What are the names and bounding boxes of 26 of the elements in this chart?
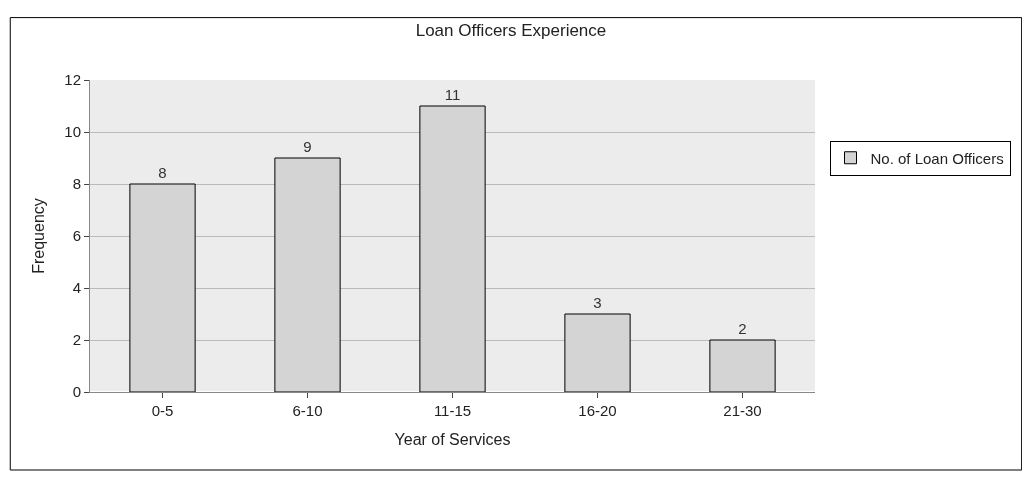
y-tick-label: 0 xyxy=(72,383,81,401)
bar xyxy=(564,313,631,392)
x-tick-label: 16-20 xyxy=(578,402,617,419)
y-tick-label: 2 xyxy=(72,331,81,349)
y-axis-title: Frequency xyxy=(30,198,48,274)
y-tick-label: 8 xyxy=(72,175,81,193)
chart-title: Loan Officers Experience xyxy=(415,21,607,40)
data-label: 8 xyxy=(158,164,167,181)
y-tick-label: 10 xyxy=(64,123,81,141)
bar xyxy=(274,157,341,392)
bar xyxy=(709,339,776,392)
bar xyxy=(419,105,486,392)
bar xyxy=(129,183,196,392)
data-label: 9 xyxy=(303,138,312,155)
y-tick-label: 4 xyxy=(72,279,81,297)
legend-label: No. of Loan Officers xyxy=(870,149,1004,167)
x-tick-label: 21-30 xyxy=(723,402,762,419)
x-axis-title: Year of Services xyxy=(394,430,511,448)
x-tick-label: 0-5 xyxy=(151,402,174,419)
data-label: 11 xyxy=(444,86,461,103)
y-tick-label: 6 xyxy=(72,227,81,245)
x-tick-label: 11-15 xyxy=(433,402,472,419)
y-tick-label: 12 xyxy=(64,71,81,89)
data-label: 2 xyxy=(738,320,747,337)
x-tick-label: 6-10 xyxy=(292,402,323,419)
data-label: 3 xyxy=(593,294,602,311)
